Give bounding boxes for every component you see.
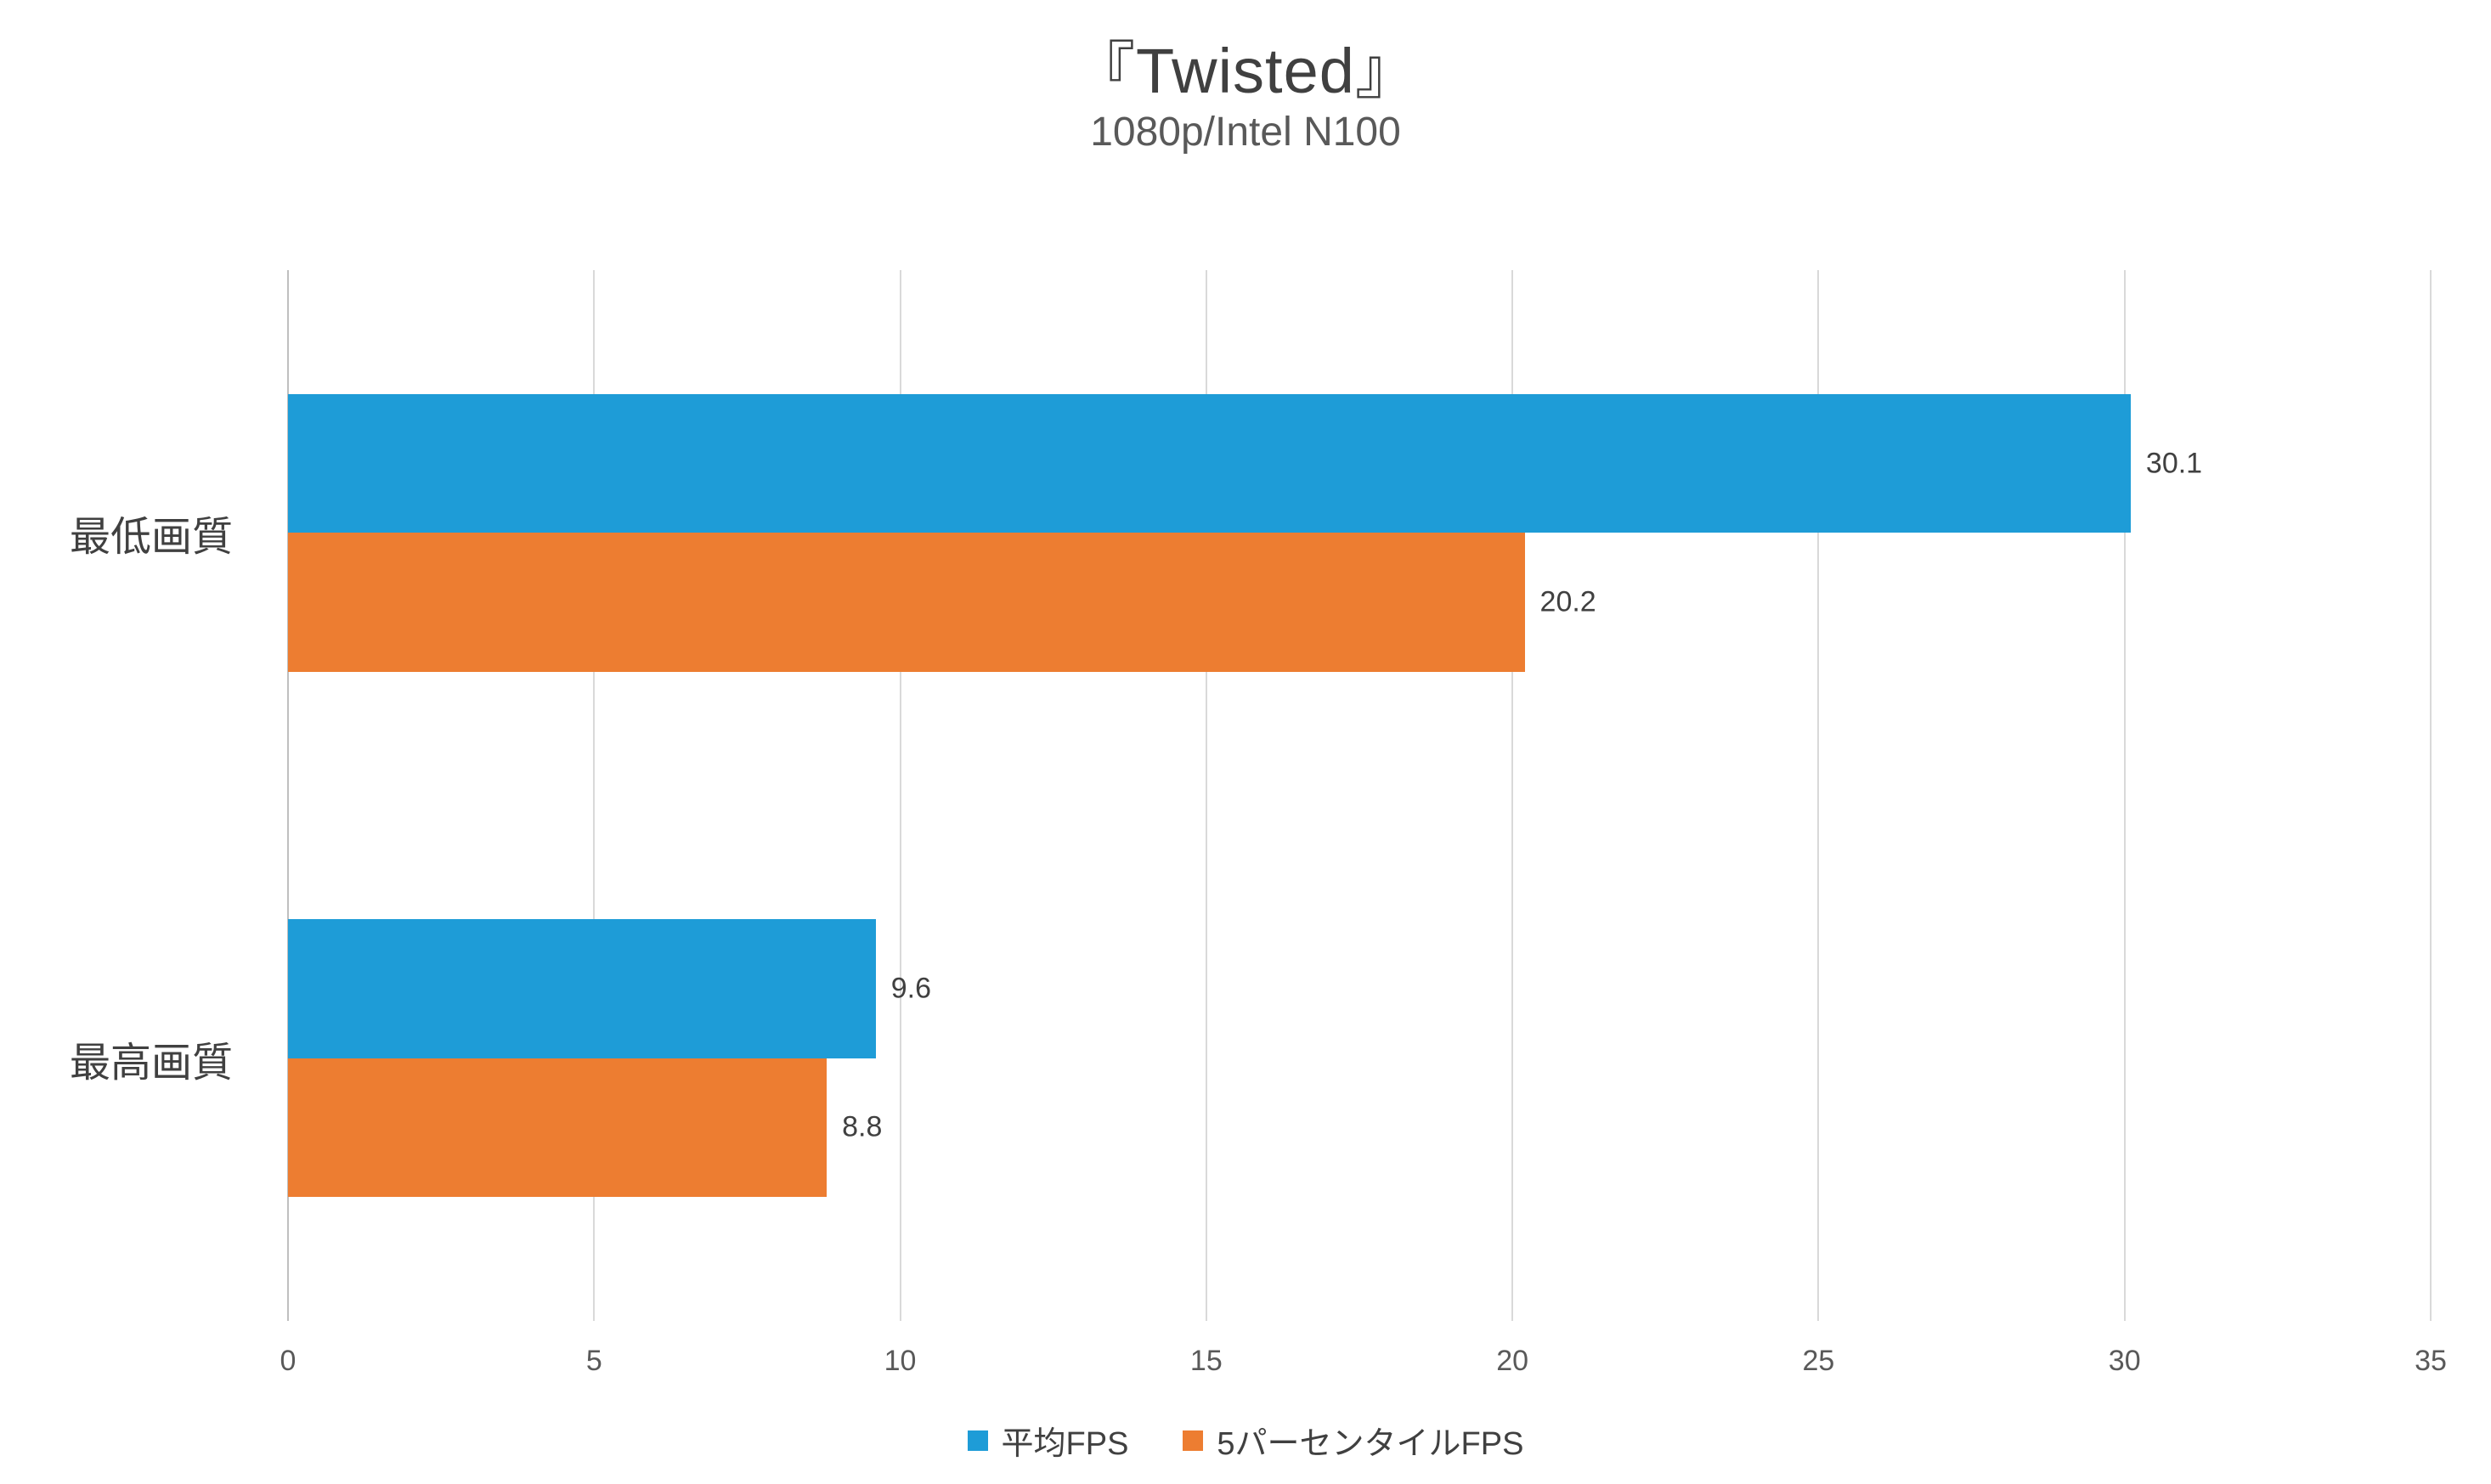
x-tick-label: 5 [585, 1345, 602, 1377]
x-tick-label: 15 [1189, 1345, 1223, 1377]
value-label: 8.8 [842, 1110, 883, 1143]
legend-label: 平均FPS [1001, 1426, 1129, 1462]
legend-item: 5パーセンタイルFPS [1183, 1417, 1523, 1464]
category-label: 最高画質 [69, 1040, 233, 1086]
value-label: 30.1 [2145, 447, 2203, 480]
value-label: 9.6 [890, 972, 931, 1005]
x-tick-label: 0 [280, 1345, 297, 1377]
gridline [1817, 270, 1820, 1321]
category-axis: 最低画質 最高画質 [0, 270, 263, 1321]
legend-label: 5パーセンタイルFPS [1217, 1426, 1524, 1462]
legend-swatch [967, 1430, 988, 1451]
value-label: 20.2 [1539, 585, 1596, 618]
chart-title: 『Twisted』 [1072, 36, 1419, 106]
bar-平均FPS-最高画質 [288, 919, 876, 1058]
chart-subtitle: 1080p/Intel N100 [1090, 110, 1401, 155]
x-axis: 0 5 10 15 20 25 30 35 [280, 1345, 2447, 1387]
category-label: 最低画質 [69, 515, 233, 561]
x-tick-label: 10 [884, 1345, 917, 1377]
plot-area: 30.1 20.2 9.6 8.8 [287, 270, 2432, 1321]
x-tick-label: 30 [2108, 1345, 2141, 1377]
legend-swatch [1183, 1430, 1204, 1451]
gridline [2430, 270, 2432, 1321]
gridline [2123, 270, 2126, 1321]
gridline [1511, 270, 1514, 1321]
gridline [899, 270, 901, 1321]
x-tick-label: 20 [1496, 1345, 1529, 1377]
gridline [287, 270, 289, 1321]
gridline [593, 270, 596, 1321]
bar-5パーセンタイルFPS-最低画質 [288, 533, 1525, 672]
x-tick-label: 25 [1802, 1345, 1835, 1377]
bar-平均FPS-最低画質 [288, 393, 2131, 533]
legend: 平均FPS 5パーセンタイルFPS [0, 1417, 2491, 1464]
legend-item: 平均FPS [967, 1417, 1129, 1464]
bar-5パーセンタイルFPS-最高画質 [288, 1058, 828, 1198]
x-tick-label: 35 [2415, 1345, 2447, 1377]
gridline [1205, 270, 1207, 1321]
